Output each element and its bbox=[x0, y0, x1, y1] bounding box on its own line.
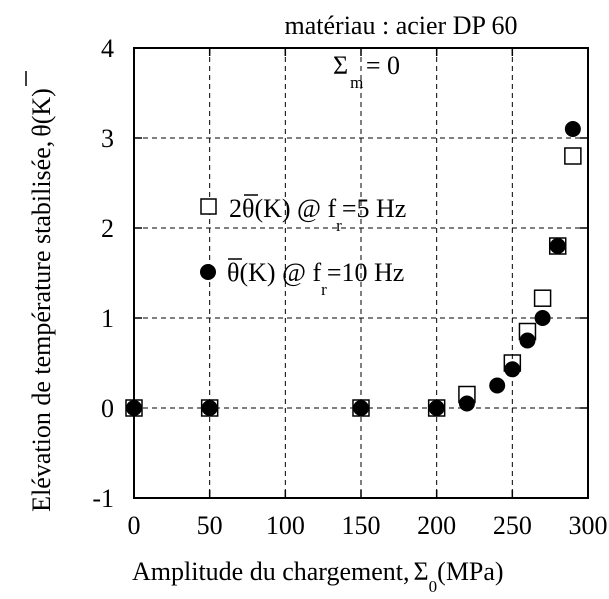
x-tick-label: 150 bbox=[342, 511, 381, 540]
data-point-circle bbox=[519, 332, 536, 349]
y-tick-label: 2 bbox=[101, 214, 114, 243]
x-tick-label: 300 bbox=[569, 511, 608, 540]
data-point-circle bbox=[353, 400, 369, 416]
legend-circle-marker bbox=[200, 264, 216, 280]
y-axis-label: Elévation de température stabilisée,θ(K) bbox=[27, 88, 56, 512]
grid bbox=[134, 48, 588, 498]
legend-label-5hz: 2θ(K) @ fr=5 Hz bbox=[229, 194, 406, 235]
chart-title: matériau : acier DP 60 bbox=[285, 11, 518, 40]
data-point-circle bbox=[201, 400, 218, 416]
data-point-circle bbox=[126, 400, 142, 416]
data-point-square bbox=[564, 147, 582, 165]
x-tick-label: 100 bbox=[266, 511, 305, 540]
data-marks bbox=[125, 121, 582, 417]
data-point-square bbox=[533, 289, 552, 307]
data-point-circle bbox=[534, 310, 551, 326]
y-tick-label: 4 bbox=[101, 34, 114, 63]
y-tick-label: 0 bbox=[101, 394, 114, 423]
y-tick-label: -1 bbox=[92, 484, 114, 513]
y-axis-label-group: Elévation de température stabilisée,θ(K) bbox=[27, 88, 56, 512]
data-point-circle bbox=[458, 395, 475, 412]
axis-ticks bbox=[133, 47, 589, 499]
sigma-m-annotation: Σm = 0 bbox=[333, 51, 400, 92]
data-point-circle bbox=[489, 377, 506, 394]
x-axis-label: Amplitude du chargement, Σ0(MPa) bbox=[132, 557, 504, 596]
y-tick-label: 3 bbox=[101, 124, 114, 153]
data-point-circle bbox=[549, 238, 566, 254]
x-tick-label: 200 bbox=[417, 511, 456, 540]
tick-labels: 0 50 100 150 200 250 300 -1 0 1 2 3 4 bbox=[92, 34, 607, 540]
x-tick-label: 0 bbox=[128, 511, 141, 540]
x-tick-label: 250 bbox=[493, 511, 532, 540]
theta-bar-symbol: θ bbox=[242, 194, 254, 223]
legend-label-10hz: θ(K) @ fr=10 Hz bbox=[227, 258, 404, 299]
x-tick-label: 50 bbox=[197, 511, 223, 540]
legend: 2θ(K) @ fr=5 Hz θ(K) @ fr=10 Hz bbox=[200, 194, 406, 299]
y-tick-label: 1 bbox=[101, 304, 114, 333]
data-point-circle bbox=[504, 361, 521, 378]
data-point-circle bbox=[564, 121, 581, 137]
legend-square-marker bbox=[200, 198, 217, 215]
data-point-circle bbox=[428, 400, 445, 416]
